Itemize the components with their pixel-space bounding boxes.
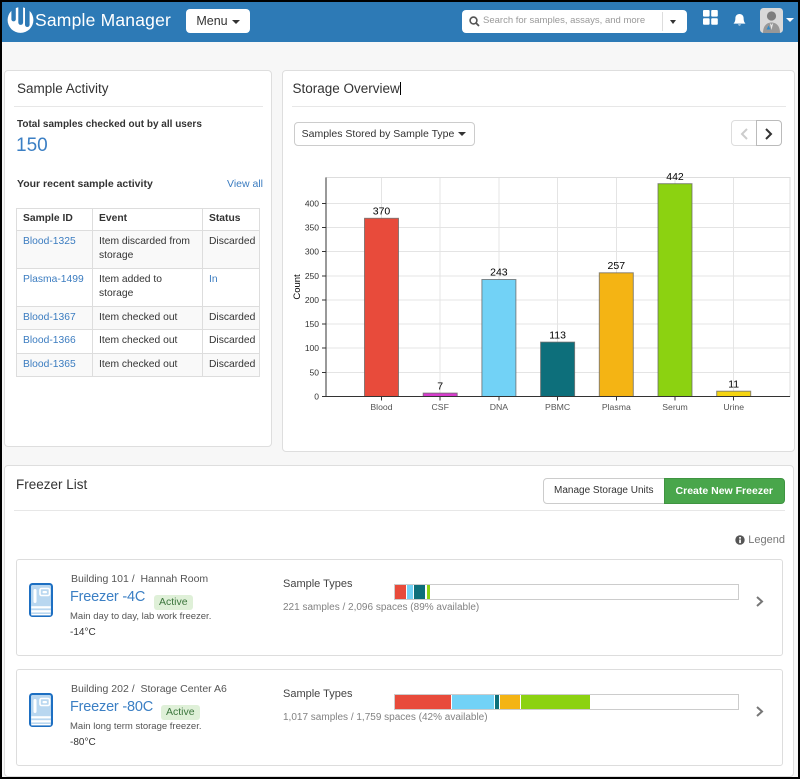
svg-text:CSF: CSF xyxy=(432,402,449,412)
svg-text:400: 400 xyxy=(305,198,319,208)
svg-text:100: 100 xyxy=(305,343,319,353)
svg-text:DNA: DNA xyxy=(490,402,509,412)
svg-text:Plasma: Plasma xyxy=(602,402,631,412)
svg-text:11: 11 xyxy=(728,378,739,390)
svg-text:243: 243 xyxy=(490,267,508,279)
svg-text:350: 350 xyxy=(305,222,319,232)
svg-text:250: 250 xyxy=(305,271,319,281)
svg-text:113: 113 xyxy=(549,329,566,341)
svg-text:150: 150 xyxy=(305,319,319,329)
svg-text:Count: Count xyxy=(292,274,303,300)
svg-text:PBMC: PBMC xyxy=(545,402,570,412)
svg-text:Blood: Blood xyxy=(370,402,392,412)
svg-text:370: 370 xyxy=(373,206,391,218)
svg-text:Urine: Urine xyxy=(723,402,744,412)
svg-text:0: 0 xyxy=(314,392,319,402)
svg-text:Serum: Serum xyxy=(662,402,688,412)
svg-text:200: 200 xyxy=(305,295,319,305)
svg-text:300: 300 xyxy=(305,247,319,257)
svg-text:442: 442 xyxy=(666,171,684,183)
svg-text:257: 257 xyxy=(608,260,626,272)
svg-text:50: 50 xyxy=(310,367,320,377)
svg-text:7: 7 xyxy=(437,380,443,392)
